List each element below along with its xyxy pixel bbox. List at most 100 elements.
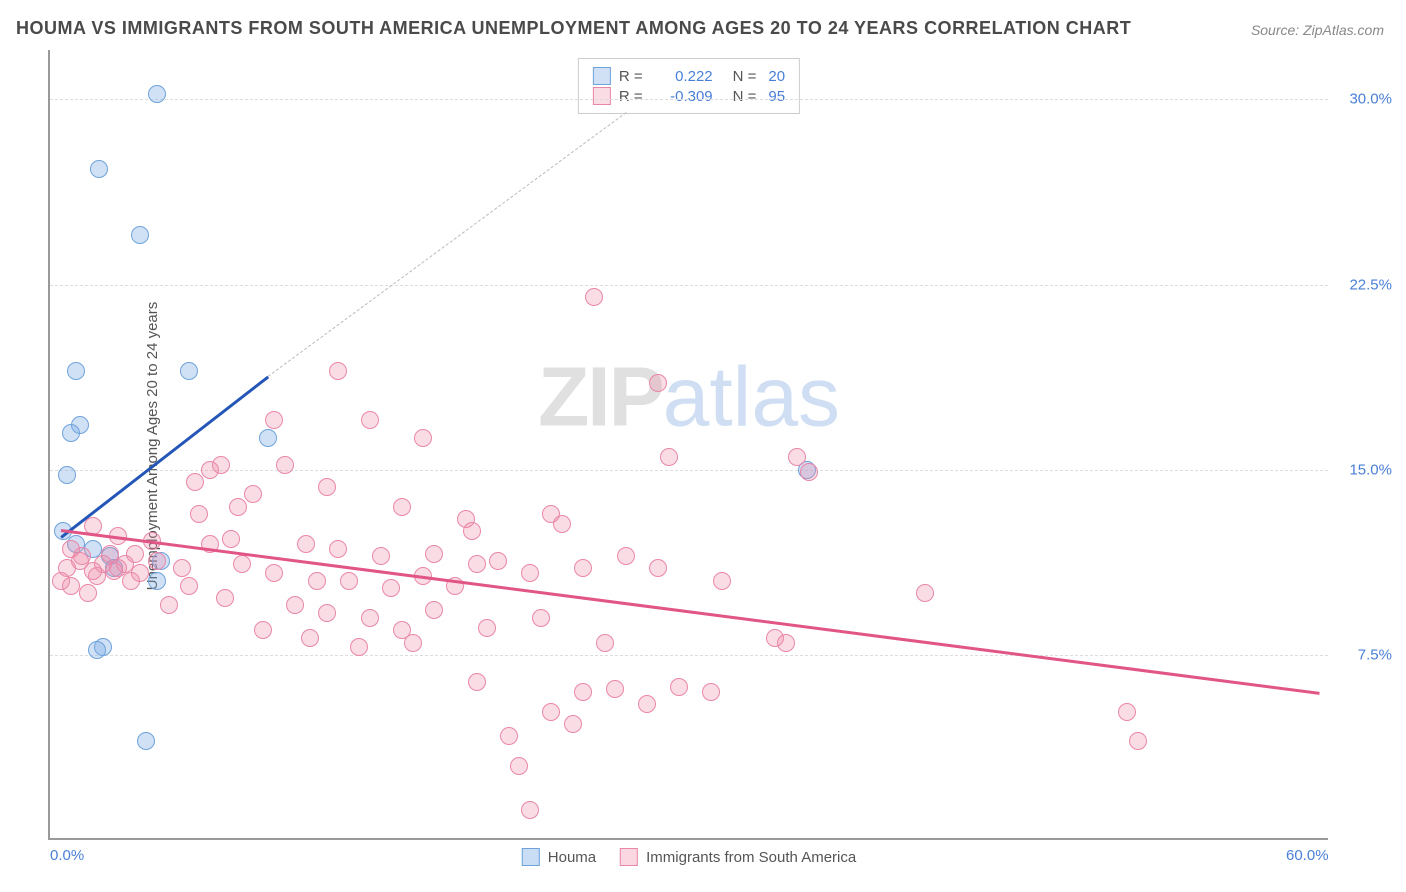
data-point (212, 456, 230, 474)
data-point (190, 505, 208, 523)
x-tick-label: 60.0% (1286, 847, 1329, 864)
data-point (52, 572, 70, 590)
data-point (489, 552, 507, 570)
data-point (318, 478, 336, 496)
data-point (265, 564, 283, 582)
data-point (148, 552, 166, 570)
watermark-zip: ZIP (538, 349, 663, 443)
stat-n-label: N = (733, 88, 757, 105)
data-point (58, 466, 76, 484)
y-tick-label: 15.0% (1349, 461, 1392, 478)
data-point (372, 547, 390, 565)
watermark-atlas: atlas (663, 349, 840, 443)
data-point (180, 577, 198, 595)
data-point (596, 634, 614, 652)
x-tick-label: 0.0% (50, 847, 84, 864)
y-tick-label: 22.5% (1349, 276, 1392, 293)
data-point (425, 601, 443, 619)
data-point (542, 703, 560, 721)
data-point (649, 559, 667, 577)
data-point (186, 473, 204, 491)
legend-bottom: Houma Immigrants from South America (522, 848, 856, 866)
data-point (649, 374, 667, 392)
data-point (1118, 703, 1136, 721)
data-point (361, 609, 379, 627)
legend-label: Immigrants from South America (646, 849, 856, 866)
data-point (361, 411, 379, 429)
data-point (160, 596, 178, 614)
gridline (50, 99, 1328, 100)
data-point (800, 463, 818, 481)
data-point (638, 695, 656, 713)
data-point (62, 424, 80, 442)
legend-item: Houma (522, 848, 596, 866)
data-point (404, 634, 422, 652)
watermark-logo: ZIPatlas (538, 348, 840, 445)
data-point (88, 641, 106, 659)
data-point (521, 564, 539, 582)
stats-row: R =0.222N =20 (593, 67, 785, 85)
stats-legend-box: R = 0.222 N = 20 R = -0.309 N = 95 (578, 58, 800, 114)
data-point (301, 629, 319, 647)
legend-swatch (593, 87, 611, 105)
stats-row: R = -0.309 N = 95 (593, 87, 785, 105)
data-point (131, 564, 149, 582)
data-point (393, 498, 411, 516)
data-point (62, 540, 80, 558)
data-point (425, 545, 443, 563)
data-point (180, 362, 198, 380)
data-point (585, 288, 603, 306)
data-point (574, 683, 592, 701)
data-point (265, 411, 283, 429)
data-point (79, 584, 97, 602)
data-point (350, 638, 368, 656)
data-point (137, 732, 155, 750)
data-point (84, 562, 102, 580)
stat-r-value: 0.222 (655, 68, 713, 85)
data-point (606, 680, 624, 698)
stat-n-value: 95 (768, 88, 785, 105)
legend-label: Houma (548, 849, 596, 866)
chart-title: HOUMA VS IMMIGRANTS FROM SOUTH AMERICA U… (16, 18, 1131, 39)
source-label: Source: ZipAtlas.com (1251, 22, 1384, 38)
data-point (564, 715, 582, 733)
data-point (468, 555, 486, 573)
data-point (468, 673, 486, 691)
gridline (50, 655, 1328, 656)
data-point (574, 559, 592, 577)
gridline (50, 285, 1328, 286)
data-point (308, 572, 326, 590)
data-point (340, 572, 358, 590)
data-point (148, 572, 166, 590)
data-point (660, 448, 678, 466)
data-point (500, 727, 518, 745)
data-point (222, 530, 240, 548)
legend-swatch (522, 848, 540, 866)
stat-n-value: 20 (768, 68, 785, 85)
data-point (259, 429, 277, 447)
data-point (510, 757, 528, 775)
plot-area: ZIPatlas R =0.222N =20R =-0.309N =95 Hou… (48, 50, 1328, 840)
data-point (478, 619, 496, 637)
data-point (173, 559, 191, 577)
data-point (521, 801, 539, 819)
data-point (553, 515, 571, 533)
trend-line (60, 529, 1319, 694)
data-point (126, 545, 144, 563)
stat-n-label: N = (733, 68, 757, 85)
stat-r-label: R = (619, 88, 643, 105)
data-point (532, 609, 550, 627)
y-tick-label: 30.0% (1349, 91, 1392, 108)
data-point (276, 456, 294, 474)
data-point (90, 160, 108, 178)
legend-item: Immigrants from South America (620, 848, 856, 866)
legend-swatch (620, 848, 638, 866)
data-point (286, 596, 304, 614)
data-point (109, 559, 127, 577)
stat-r-value: -0.309 (655, 88, 713, 105)
data-point (131, 226, 149, 244)
data-point (67, 362, 85, 380)
data-point (382, 579, 400, 597)
data-point (713, 572, 731, 590)
data-point (216, 589, 234, 607)
